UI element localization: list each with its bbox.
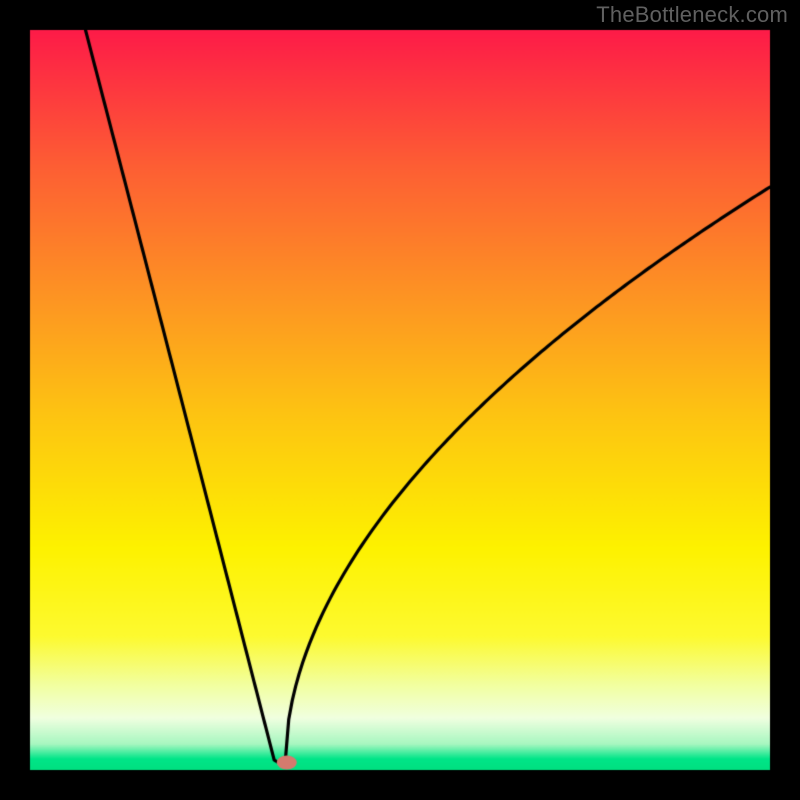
bottleneck-chart-canvas [0, 0, 800, 800]
watermark-label: TheBottleneck.com [596, 2, 788, 28]
chart-container: TheBottleneck.com [0, 0, 800, 800]
